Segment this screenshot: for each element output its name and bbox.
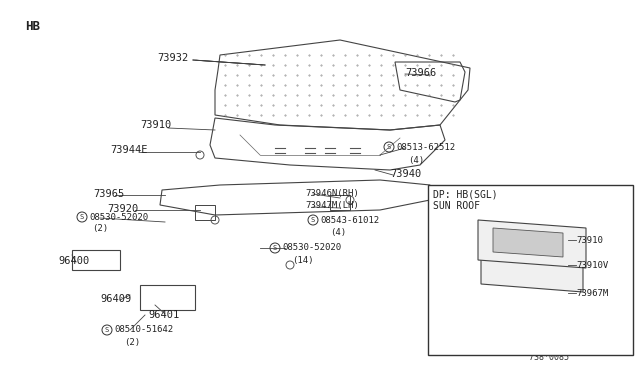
Text: 73910: 73910 [140,120,172,130]
Text: S: S [387,144,391,150]
Polygon shape [476,283,588,321]
Text: 08530-52020: 08530-52020 [282,244,341,253]
Text: ^738*0085: ^738*0085 [525,353,570,362]
Bar [428,185,633,355]
Polygon shape [493,228,563,257]
Text: 73966: 73966 [405,68,436,78]
Text: 73967M: 73967M [576,289,608,298]
Text: 73946N(RH): 73946N(RH) [305,189,359,198]
Text: 73940: 73940 [390,169,421,179]
Text: SUN ROOF: SUN ROOF [433,201,480,211]
Text: DP: HB(SGL): DP: HB(SGL) [433,189,498,199]
Polygon shape [478,220,586,268]
Text: 73920: 73920 [107,204,138,214]
Text: 96409: 96409 [100,294,131,304]
Text: (2): (2) [124,337,140,346]
Text: 73910V: 73910V [576,260,608,269]
Text: S: S [105,327,109,333]
Text: 96401: 96401 [148,310,179,320]
Text: 96400: 96400 [58,256,89,266]
Text: S: S [80,214,84,220]
Text: 73932: 73932 [157,53,188,63]
Text: (4): (4) [408,155,424,164]
Text: HB: HB [25,20,40,33]
Text: 08510-51642: 08510-51642 [114,326,173,334]
Text: 73965: 73965 [93,189,124,199]
Text: 73944E: 73944E [110,145,147,155]
Text: (2): (2) [92,224,108,232]
Text: 73947M(LH): 73947M(LH) [305,201,359,209]
Text: S: S [311,217,315,223]
Text: (4): (4) [330,228,346,237]
Text: S: S [273,245,277,251]
Polygon shape [481,256,583,292]
Text: 08513-62512: 08513-62512 [396,142,455,151]
Text: 08530-52020: 08530-52020 [89,212,148,221]
Text: (14): (14) [292,256,314,264]
Text: 08543-61012: 08543-61012 [320,215,379,224]
Text: 73910: 73910 [576,235,603,244]
